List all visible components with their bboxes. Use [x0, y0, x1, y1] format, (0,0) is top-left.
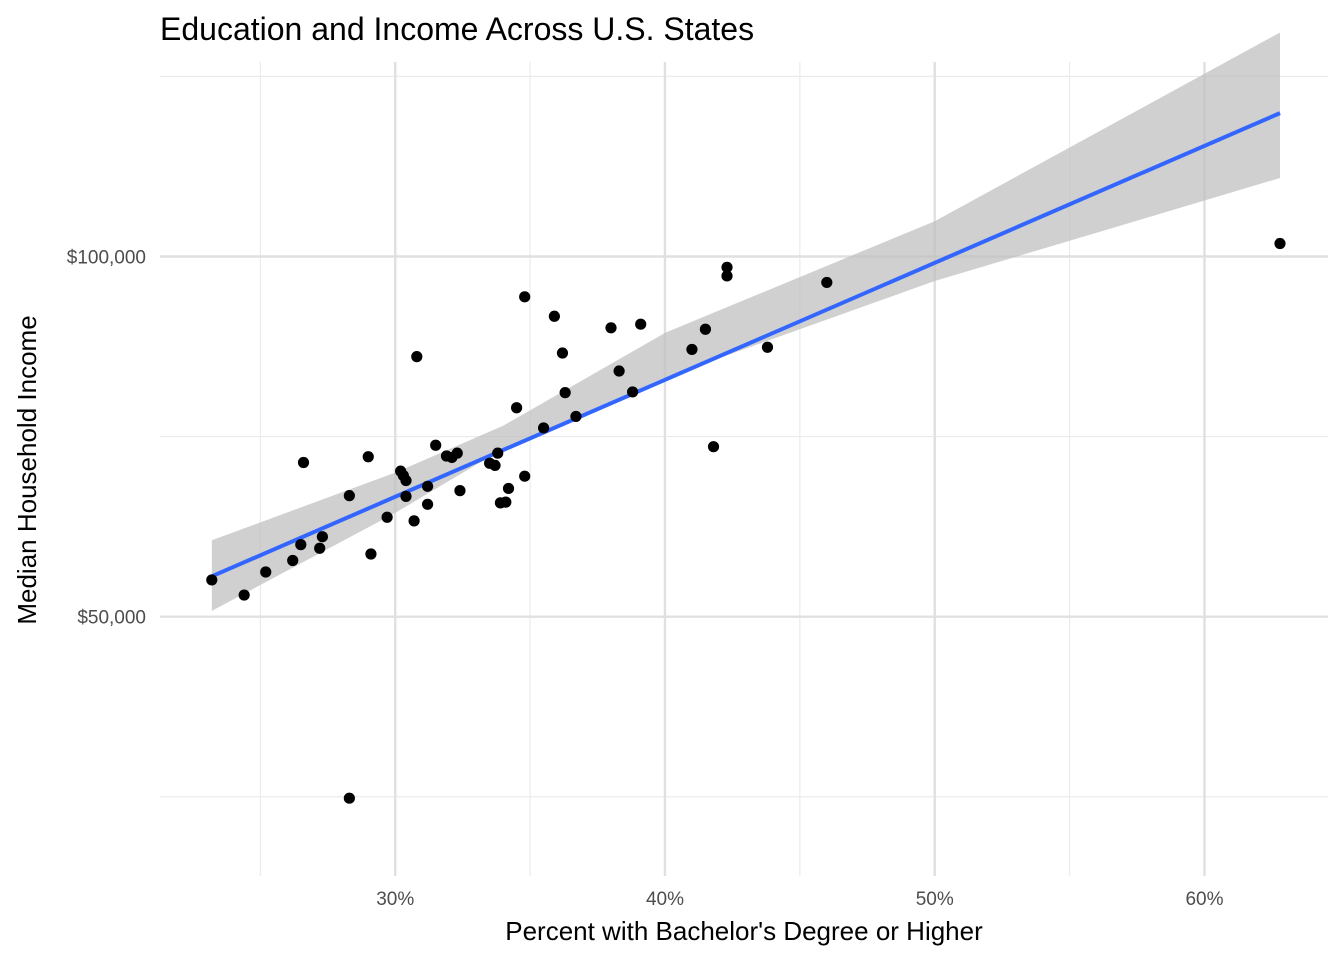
- data-point: [559, 387, 571, 399]
- data-point: [430, 439, 442, 451]
- data-point: [297, 456, 310, 469]
- data-point: [556, 347, 569, 359]
- x-tick-label: 50%: [916, 889, 954, 910]
- x-axis-title: Percent with Bachelor's Degree or Higher: [505, 916, 983, 946]
- y-axis-title: Median Household Income: [12, 315, 42, 624]
- data-point: [238, 589, 250, 601]
- x-tick-label: 30%: [376, 889, 414, 910]
- data-point: [362, 451, 374, 463]
- data-point: [721, 270, 733, 282]
- data-point: [365, 548, 377, 560]
- data-point: [421, 498, 434, 510]
- data-point: [408, 515, 420, 527]
- x-tick-label: 40%: [646, 889, 684, 910]
- data-point: [206, 574, 218, 586]
- data-point: [605, 322, 617, 334]
- data-point: [613, 365, 625, 377]
- data-point: [1274, 237, 1286, 250]
- data-point: [343, 792, 355, 804]
- confidence-band-layer: [211, 32, 1280, 611]
- data-point: [295, 539, 307, 551]
- data-point: [260, 566, 272, 578]
- data-point: [635, 318, 647, 330]
- data-point: [821, 276, 833, 289]
- data-point: [548, 310, 560, 322]
- confidence-band: [211, 32, 1280, 611]
- data-point: [502, 482, 515, 495]
- data-point: [626, 386, 639, 398]
- data-point: [489, 459, 501, 471]
- data-point: [451, 447, 463, 459]
- data-point: [400, 490, 412, 502]
- y-tick-label: $50,000: [77, 608, 146, 629]
- data-point: [537, 422, 550, 434]
- x-tick-label: 60%: [1185, 889, 1223, 910]
- data-point: [492, 447, 504, 459]
- data-point: [343, 490, 355, 502]
- data-point: [511, 402, 523, 414]
- data-point: [570, 410, 582, 423]
- data-point: [314, 542, 326, 554]
- data-point: [316, 531, 328, 543]
- data-point: [287, 554, 299, 567]
- data-point: [686, 343, 698, 356]
- data-point: [411, 351, 423, 363]
- data-point: [699, 323, 712, 335]
- data-point: [400, 474, 412, 487]
- data-point: [454, 485, 466, 497]
- chart-title: Education and Income Across U.S. States: [160, 11, 754, 47]
- data-point: [721, 261, 733, 273]
- data-point: [421, 480, 434, 492]
- data-point: [519, 470, 531, 482]
- data-point: [707, 441, 720, 453]
- data-point: [761, 341, 774, 353]
- trend-line-layer: [210, 111, 1281, 579]
- trend-line: [210, 111, 1281, 579]
- tick-labels: 30% 40% 50% 60% $50,000 $100,000: [67, 247, 1224, 910]
- data-point: [381, 511, 393, 523]
- data-point: [500, 496, 512, 508]
- data-point: [519, 291, 531, 303]
- points-layer: [206, 237, 1286, 804]
- y-tick-label: $100,000: [67, 247, 146, 268]
